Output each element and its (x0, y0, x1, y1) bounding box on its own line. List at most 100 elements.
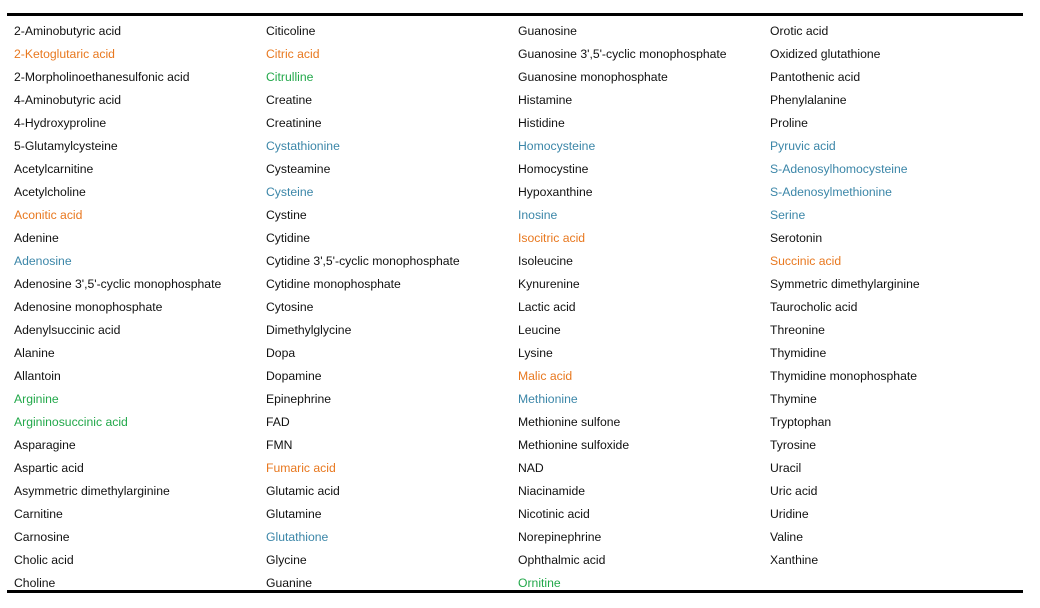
metabolite-cell: Nicotinic acid (518, 507, 590, 521)
metabolite-cell: Guanosine 3',5'-cyclic monophosphate (518, 47, 727, 61)
metabolite-cell: Leucine (518, 323, 561, 337)
metabolite-cell: Methionine sulfone (518, 415, 621, 429)
metabolite-cell: Proline (770, 116, 808, 130)
metabolite-cell: Adenosine 3',5'-cyclic monophosphate (14, 277, 222, 291)
metabolite-cell: 2-Ketoglutaric acid (14, 47, 115, 61)
metabolite-cell: Epinephrine (266, 392, 332, 406)
metabolite-cell: Adenine (14, 231, 59, 245)
metabolite-cell: Oxidized glutathione (770, 47, 881, 61)
metabolite-cell: Cytidine (266, 231, 311, 245)
metabolite-cell: Niacinamide (518, 484, 586, 498)
metabolite-cell: Thymine (770, 392, 817, 406)
metabolite-cell: Carnitine (14, 507, 63, 521)
metabolite-cell: Isocitric acid (518, 231, 586, 245)
metabolite-cell: S-Adenosylmethionine (770, 185, 892, 199)
metabolite-cell: Serotonin (770, 231, 823, 245)
metabolite-cell: Cysteine (266, 185, 314, 199)
metabolite-cell: Carnosine (14, 530, 70, 544)
metabolite-cell: Asymmetric dimethylarginine (14, 484, 170, 498)
metabolite-cell: Aconitic acid (14, 208, 83, 222)
metabolite-cell: 2-Aminobutyric acid (14, 24, 122, 38)
metabolite-cell: Adenosine monophosphate (14, 300, 163, 314)
metabolite-cell: Lactic acid (518, 300, 576, 314)
metabolite-cell: Arginine (14, 392, 59, 406)
metabolite-cell: Tyrosine (770, 438, 817, 452)
metabolite-cell: FAD (266, 415, 290, 429)
metabolite-cell: 2-Morpholinoethanesulfonic acid (14, 70, 190, 84)
metabolite-cell: Cysteamine (266, 162, 331, 176)
metabolite-cell: Dopa (266, 346, 296, 360)
metabolite-cell: Acetylcarnitine (14, 162, 94, 176)
metabolite-cell: Dimethylglycine (266, 323, 352, 337)
metabolite-cell: Xanthine (770, 553, 819, 567)
metabolite-cell: Cystine (266, 208, 307, 222)
metabolite-cell: Ophthalmic acid (518, 553, 606, 567)
metabolite-cell: Citrulline (266, 70, 314, 84)
metabolite-cell: Hypoxanthine (518, 185, 593, 199)
metabolite-cell: Uracil (770, 461, 802, 475)
metabolite-cell: Ornitine (518, 576, 561, 590)
metabolite-grid: 2-Aminobutyric acid Citicoline Guanosine Or… (14, 20, 1022, 595)
metabolite-cell: Adenosine (14, 254, 72, 268)
metabolite-cell: FMN (266, 438, 293, 452)
metabolite-cell: Glutathione (266, 530, 329, 544)
metabolite-cell: Taurocholic acid (770, 300, 858, 314)
metabolite-cell: Symmetric dimethylarginine (770, 277, 920, 291)
metabolite-cell: NAD (518, 461, 544, 475)
metabolite-cell: Guanosine (518, 24, 577, 38)
metabolite-cell: Creatinine (266, 116, 322, 130)
metabolite-cell: Inosine (518, 208, 558, 222)
metabolite-cell: Lysine (518, 346, 553, 360)
metabolite-cell: Acetylcholine (14, 185, 86, 199)
metabolite-cell: Choline (14, 576, 56, 590)
metabolite-cell: Cytidine 3',5'-cyclic monophosphate (266, 254, 460, 268)
metabolite-cell: Histamine (518, 93, 573, 107)
metabolite-cell: Uridine (770, 507, 809, 521)
metabolite-cell: Guanosine monophosphate (518, 70, 668, 84)
metabolite-cell: Uric acid (770, 484, 818, 498)
metabolite-cell: Cytidine monophosphate (266, 277, 401, 291)
metabolite-cell: Histidine (518, 116, 565, 130)
metabolite-cell: Orotic acid (770, 24, 829, 38)
metabolite-cell: Tryptophan (770, 415, 832, 429)
metabolite-cell: Serine (770, 208, 806, 222)
metabolite-cell: Cholic acid (14, 553, 74, 567)
metabolite-cell: Homocystine (518, 162, 589, 176)
metabolite-cell: Argininosuccinic acid (14, 415, 128, 429)
metabolite-cell: Allantoin (14, 369, 61, 383)
metabolite-cell: Glycine (266, 553, 307, 567)
metabolite-cell: Pyruvic acid (770, 139, 836, 153)
metabolite-cell: Valine (770, 530, 803, 544)
metabolite-cell (770, 572, 1022, 595)
metabolite-cell: Glutamine (266, 507, 322, 521)
metabolite-cell: Aspartic acid (14, 461, 84, 475)
metabolite-cell: Alanine (14, 346, 55, 360)
metabolite-cell: Cystathionine (266, 139, 340, 153)
metabolite-table: 2-Aminobutyric acid Citicoline Guanosine Or… (7, 13, 1023, 593)
metabolite-cell: 5-Glutamylcysteine (14, 139, 118, 153)
metabolite-cell: Citric acid (266, 47, 320, 61)
metabolite-cell: Thymidine (770, 346, 827, 360)
metabolite-cell: Pantothenic acid (770, 70, 861, 84)
metabolite-cell: 4-Hydroxyproline (14, 116, 107, 130)
metabolite-cell: Threonine (770, 323, 825, 337)
metabolite-cell: Asparagine (14, 438, 76, 452)
metabolite-cell: Homocysteine (518, 139, 596, 153)
metabolite-cell: Fumaric acid (266, 461, 336, 475)
metabolite-cell: Adenylsuccinic acid (14, 323, 121, 337)
metabolite-cell: Glutamic acid (266, 484, 340, 498)
metabolite-cell: Creatine (266, 93, 313, 107)
metabolite-cell: Succinic acid (770, 254, 842, 268)
metabolite-cell: 4-Aminobutyric acid (14, 93, 122, 107)
metabolite-cell: Thymidine monophosphate (770, 369, 918, 383)
metabolite-cell: Citicoline (266, 24, 316, 38)
metabolite-cell: Norepinephrine (518, 530, 602, 544)
metabolite-cell: Methionine (518, 392, 578, 406)
metabolite-cell: Cytosine (266, 300, 314, 314)
metabolite-cell: Phenylalanine (770, 93, 847, 107)
metabolite-cell: Isoleucine (518, 254, 573, 268)
metabolite-cell: Malic acid (518, 369, 573, 383)
metabolite-cell: Guanine (266, 576, 313, 590)
metabolite-cell: Kynurenine (518, 277, 580, 291)
metabolite-cell: Methionine sulfoxide (518, 438, 630, 452)
